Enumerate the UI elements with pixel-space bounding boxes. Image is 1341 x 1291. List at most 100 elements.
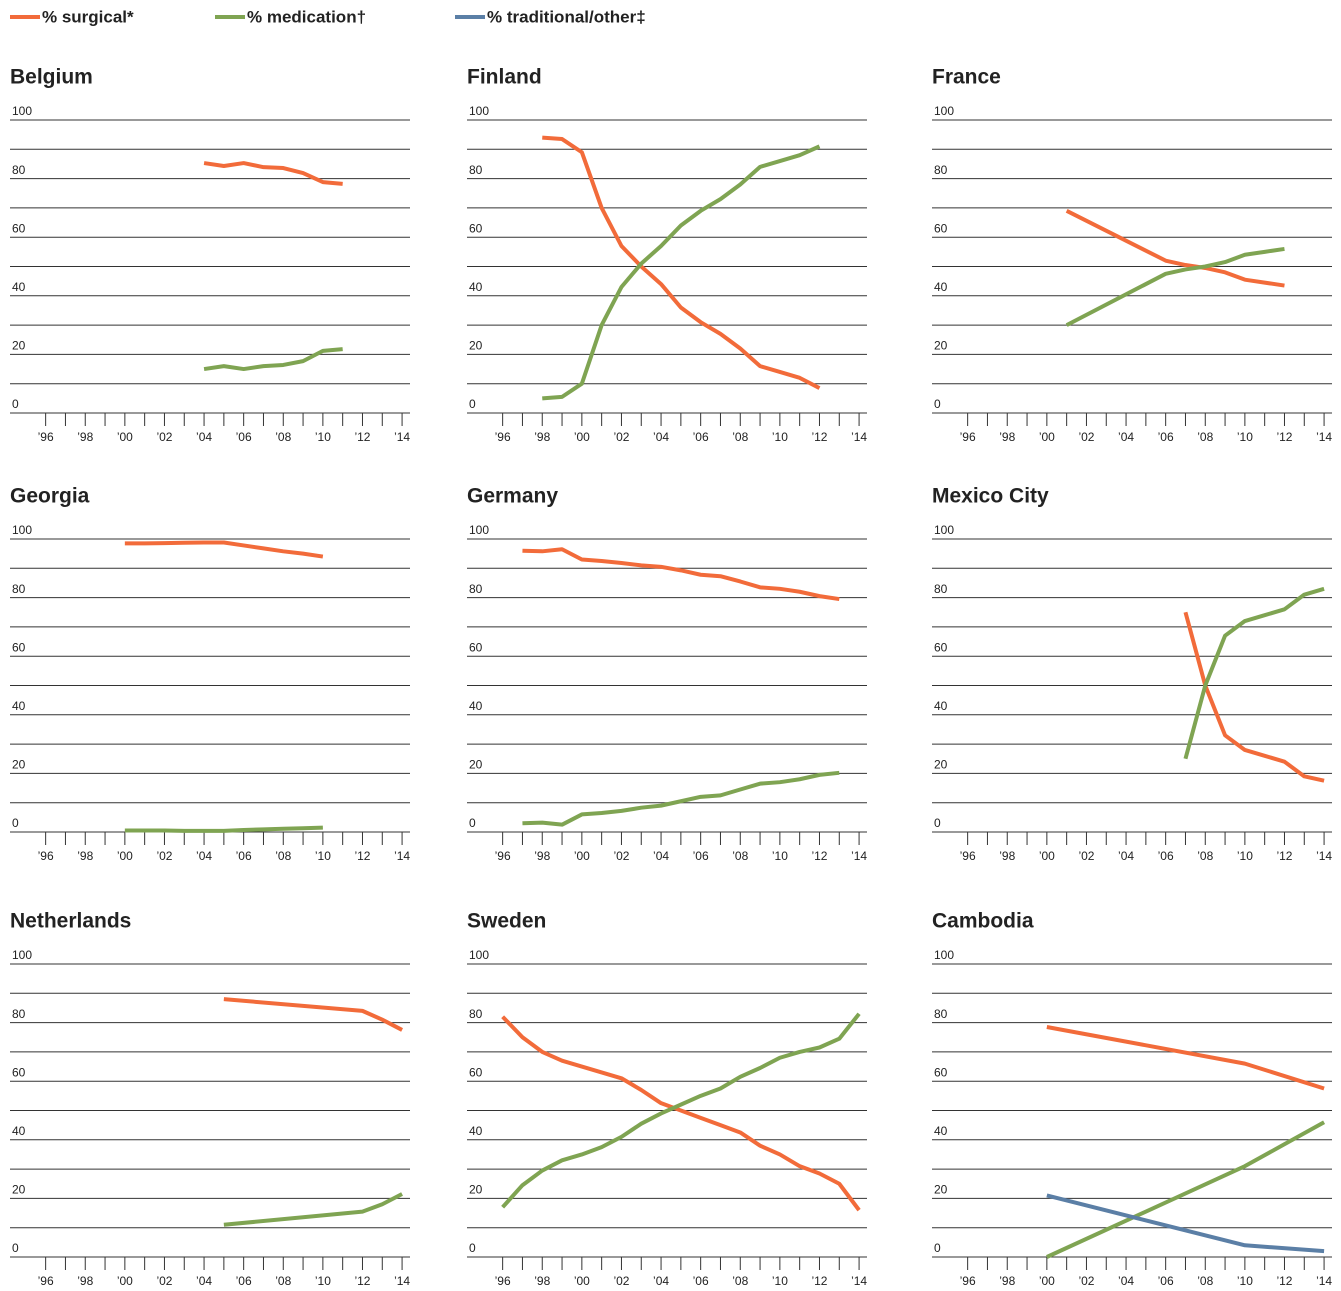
y-tick-label: 100	[934, 104, 954, 118]
data-line	[124, 540, 324, 559]
x-tick-label: ’06	[236, 1274, 252, 1288]
y-tick-label: 80	[12, 163, 26, 177]
x-tick-label: ’08	[1197, 430, 1213, 444]
x-tick-label: ’96	[38, 1274, 54, 1288]
y-tick-label: 0	[934, 397, 941, 411]
data-line	[1046, 1193, 1325, 1254]
x-tick-label: ’02	[1078, 849, 1094, 863]
data-line	[223, 1192, 403, 1227]
x-tick-label: ’10	[772, 430, 788, 444]
x-tick-label: ’06	[236, 430, 252, 444]
x-tick-label: ’14	[1316, 1274, 1332, 1288]
x-tick-label: ’02	[156, 849, 172, 863]
x-tick-label: ’96	[960, 430, 976, 444]
x-tick-label: ’02	[613, 1274, 629, 1288]
x-tick-label: ’06	[1158, 849, 1174, 863]
x-tick-label: ’08	[732, 849, 748, 863]
y-tick-label: 40	[934, 280, 948, 294]
y-tick-label: 60	[934, 640, 948, 654]
y-tick-label: 60	[469, 221, 483, 235]
x-tick-label: ’02	[613, 430, 629, 444]
x-tick-label: ’00	[117, 1274, 133, 1288]
y-tick-label: 100	[12, 104, 32, 118]
x-tick-label: ’10	[315, 1274, 331, 1288]
y-tick-label: 40	[469, 280, 483, 294]
y-tick-label: 80	[934, 582, 948, 596]
y-tick-label: 80	[12, 582, 26, 596]
y-tick-label: 0	[934, 1241, 941, 1255]
y-tick-label: 20	[934, 758, 948, 772]
panel-title: Sweden	[467, 910, 546, 933]
x-tick-label: ’00	[574, 849, 590, 863]
x-tick-label: ’08	[275, 849, 291, 863]
y-tick-label: 80	[469, 163, 483, 177]
panel-title: Cambodia	[932, 910, 1034, 933]
x-tick-label: ’12	[811, 1274, 827, 1288]
x-tick-label: ’04	[1118, 430, 1134, 444]
x-tick-label: ’00	[574, 1274, 590, 1288]
x-tick-label: ’14	[1316, 849, 1332, 863]
x-tick-label: ’12	[1276, 430, 1292, 444]
y-tick-label: 40	[12, 1124, 26, 1138]
x-tick-label: ’14	[1316, 430, 1332, 444]
x-tick-label: ’08	[1197, 1274, 1213, 1288]
data-line	[542, 144, 821, 401]
x-tick-label: ’96	[38, 430, 54, 444]
data-line	[223, 997, 403, 1032]
panel-title: Finland	[467, 66, 542, 89]
x-tick-label: ’00	[117, 849, 133, 863]
x-tick-label: ’04	[196, 849, 212, 863]
y-tick-label: 100	[469, 523, 489, 537]
data-line	[1183, 586, 1325, 760]
x-tick-label: ’02	[1078, 430, 1094, 444]
x-tick-label: ’00	[1039, 849, 1055, 863]
x-tick-label: ’98	[999, 849, 1015, 863]
x-tick-label: ’04	[196, 430, 212, 444]
x-tick-label: ’96	[495, 849, 511, 863]
x-tick-label: ’14	[394, 1274, 410, 1288]
x-tick-label: ’12	[354, 849, 370, 863]
y-tick-label: 60	[469, 640, 483, 654]
y-tick-label: 60	[934, 1065, 948, 1079]
x-tick-label: ’14	[851, 430, 867, 444]
data-line	[1183, 611, 1325, 783]
x-tick-label: ’14	[851, 1274, 867, 1288]
y-tick-label: 100	[934, 523, 954, 537]
x-tick-label: ’00	[117, 430, 133, 444]
x-tick-label: ’02	[156, 430, 172, 444]
y-tick-label: 20	[12, 1183, 26, 1197]
x-tick-label: ’12	[354, 1274, 370, 1288]
x-tick-label: ’04	[653, 1274, 669, 1288]
x-tick-label: ’08	[732, 1274, 748, 1288]
x-tick-label: ’02	[1078, 1274, 1094, 1288]
x-tick-label: ’06	[236, 849, 252, 863]
panel-title: Netherlands	[10, 910, 131, 933]
x-tick-label: ’06	[1158, 430, 1174, 444]
y-tick-label: 40	[469, 1124, 483, 1138]
panel-title: Mexico City	[932, 485, 1049, 508]
legend-label: % surgical*	[42, 7, 134, 26]
x-tick-label: ’96	[960, 1274, 976, 1288]
data-line	[1046, 1025, 1325, 1091]
x-tick-label: ’08	[275, 1274, 291, 1288]
y-tick-label: 80	[934, 163, 948, 177]
data-line	[1065, 246, 1285, 327]
data-line	[542, 135, 821, 390]
y-tick-label: 80	[469, 582, 483, 596]
x-tick-label: ’12	[811, 430, 827, 444]
x-tick-label: ’08	[732, 430, 748, 444]
x-tick-label: ’10	[772, 1274, 788, 1288]
y-tick-label: 0	[469, 1241, 476, 1255]
y-tick-label: 0	[469, 816, 476, 830]
data-line	[501, 1015, 861, 1212]
x-tick-label: ’98	[77, 849, 93, 863]
y-tick-label: 80	[12, 1007, 26, 1021]
data-line	[203, 161, 343, 186]
y-tick-label: 60	[12, 221, 26, 235]
x-tick-label: ’14	[394, 430, 410, 444]
y-tick-label: 100	[469, 104, 489, 118]
x-tick-label: ’04	[196, 1274, 212, 1288]
x-tick-label: ’14	[394, 849, 410, 863]
x-tick-label: ’12	[1276, 1274, 1292, 1288]
y-tick-label: 60	[12, 640, 26, 654]
